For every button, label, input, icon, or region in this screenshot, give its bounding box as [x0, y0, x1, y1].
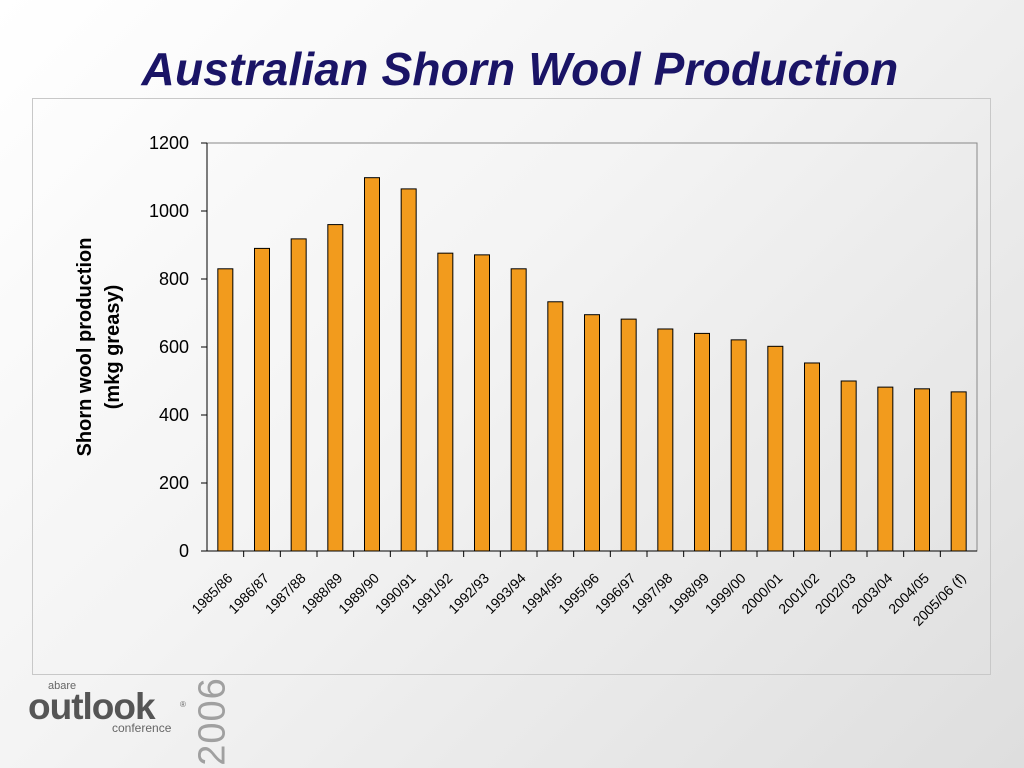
bar-chart: 0200400600800100012001985/861986/871987/…	[74, 133, 978, 629]
y-tick-label: 400	[159, 405, 189, 425]
y-tick-label: 200	[159, 473, 189, 493]
bar	[620, 318, 637, 552]
slide-title: Australian Shorn Wool Production	[141, 43, 899, 95]
bar	[730, 339, 747, 552]
bar	[437, 252, 454, 552]
bar	[400, 188, 417, 552]
y-tick-label: 800	[159, 269, 189, 289]
bar	[840, 380, 857, 552]
bar	[804, 362, 820, 552]
y-axis-title: Shorn wool production (mkg greasy)	[74, 238, 124, 457]
logo-outlook-text: outlook	[28, 686, 156, 727]
y-tick-label: 600	[159, 337, 189, 357]
bar	[657, 328, 674, 552]
bar	[950, 391, 967, 552]
bar	[584, 314, 600, 552]
bar	[767, 345, 784, 552]
bar	[547, 301, 564, 552]
y-axis-title-line: (mkg greasy)	[102, 285, 124, 410]
bar	[474, 254, 490, 552]
y-axis-title-line: Shorn wool production	[74, 238, 96, 457]
y-tick-label: 1000	[149, 201, 189, 221]
logo-conference-text: conference	[112, 721, 172, 735]
bar	[694, 332, 710, 552]
bar	[290, 238, 307, 552]
bar	[254, 247, 270, 552]
abare-outlook-logo: abare outlook ® conference 2006	[28, 660, 234, 766]
chart-frame: 0 200 400 600 800 1000 1200 1985/86 1986/87 1987/…	[32, 98, 991, 675]
bar	[364, 177, 380, 552]
bar	[327, 224, 344, 552]
bar	[877, 386, 894, 552]
y-tick-label: 0	[179, 541, 189, 561]
bar	[217, 268, 234, 552]
bar	[914, 388, 930, 552]
logo-registered-mark: ®	[180, 700, 186, 709]
logo-year-text: 2006	[191, 677, 234, 766]
logo-abare-text: abare	[48, 680, 77, 692]
y-tick-label: 1200	[149, 133, 189, 153]
bar	[510, 268, 527, 552]
